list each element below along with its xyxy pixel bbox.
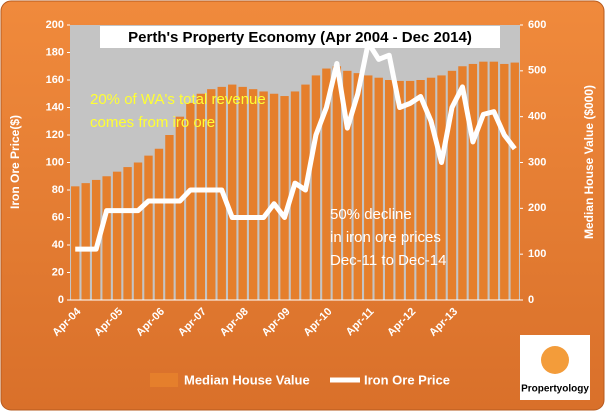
annotation: 50% decline <box>330 206 412 223</box>
bar <box>81 183 90 300</box>
y2-tick-label: 200 <box>528 202 546 214</box>
y-tick-label: 120 <box>46 129 64 141</box>
y-tick-label: 40 <box>52 239 64 251</box>
y-tick-label: 80 <box>52 184 64 196</box>
bar <box>395 80 404 301</box>
bar <box>447 70 457 300</box>
logo-icon <box>541 346 569 374</box>
bar <box>102 176 111 300</box>
logo-text: Propertyology <box>521 384 589 395</box>
bar <box>290 91 300 300</box>
bar <box>280 96 289 301</box>
bar <box>500 63 509 301</box>
bar <box>269 93 279 300</box>
y2-tick-label: 400 <box>528 111 546 123</box>
y-tick-label: 0 <box>58 294 64 306</box>
bar <box>343 70 352 300</box>
annotation: 20% of WA's total revenue <box>90 91 266 108</box>
chart-title: Perth's Property Economy (Apr 2004 - Dec… <box>128 29 472 46</box>
bar <box>458 66 467 300</box>
bar <box>154 148 164 300</box>
y2-tick-label: 300 <box>528 156 546 168</box>
annotation: Dec-11 to Dec-14 <box>330 252 446 269</box>
bar <box>385 80 394 300</box>
y2-tick-label: 0 <box>528 294 534 306</box>
y2-tick-label: 500 <box>528 65 546 77</box>
legend-label: Median House Value <box>184 372 310 387</box>
bar <box>238 86 247 300</box>
bar <box>311 75 321 301</box>
y-tick-label: 60 <box>52 211 64 223</box>
bar <box>112 171 122 300</box>
bar <box>71 186 80 300</box>
y2-axis-title: Median House Value ($000) <box>582 85 596 239</box>
bar <box>196 93 205 300</box>
annotation: in iron ore prices <box>330 229 441 246</box>
bar <box>364 75 373 301</box>
bar <box>144 155 153 300</box>
bar <box>165 135 174 300</box>
bar <box>374 77 383 300</box>
bar <box>248 89 258 301</box>
legend-label: Iron Ore Price <box>364 372 450 387</box>
y-tick-label: 100 <box>46 156 64 168</box>
bar <box>332 66 342 300</box>
y2-tick-label: 600 <box>528 19 546 31</box>
bar <box>259 91 268 300</box>
y-tick-label: 180 <box>46 46 64 58</box>
bar <box>175 116 185 301</box>
line <box>75 40 517 252</box>
bar <box>426 77 436 300</box>
y-tick-label: 20 <box>52 266 64 278</box>
bar <box>416 80 425 300</box>
bar <box>228 84 237 300</box>
bar <box>207 89 216 301</box>
y-tick-label: 160 <box>46 74 64 86</box>
y-tick-label: 200 <box>46 19 64 31</box>
title-box <box>100 26 500 48</box>
bar <box>186 102 195 301</box>
bar <box>489 61 499 300</box>
bar <box>510 62 519 301</box>
bar <box>322 68 331 301</box>
bar <box>468 63 478 301</box>
bar <box>405 80 415 301</box>
annotation: comes from iro ore <box>90 114 215 131</box>
bar <box>353 73 362 300</box>
bar <box>133 162 143 300</box>
bar <box>479 61 488 300</box>
bar <box>123 167 132 300</box>
y-axis-title: Iron Ore Price($) <box>8 115 22 209</box>
bar <box>437 75 446 301</box>
y2-tick-label: 100 <box>528 248 546 260</box>
legend-swatch <box>150 373 178 387</box>
y-tick-label: 140 <box>46 101 64 113</box>
